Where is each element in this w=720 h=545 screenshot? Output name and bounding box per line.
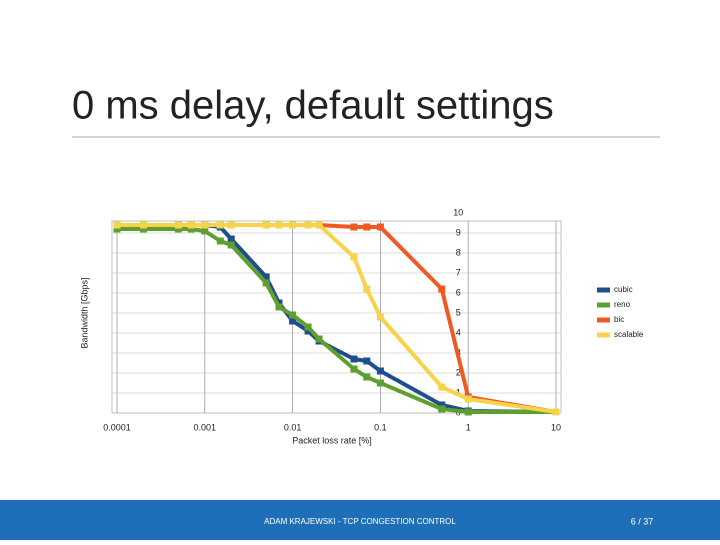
x-tick-label: 1 [466,422,471,432]
marker [552,408,560,416]
legend-label: cubic [614,285,633,294]
marker [363,373,371,381]
marker [304,323,312,331]
y-tick-label: 5 [456,307,461,317]
marker [275,303,283,311]
marker [113,221,121,229]
y-tick-label: 4 [456,327,461,337]
marker [275,221,283,229]
marker [376,379,384,387]
marker [304,327,312,335]
marker [113,225,121,233]
marker [187,221,195,229]
marker [262,221,270,229]
marker [464,408,472,416]
marker [174,225,182,233]
y-tick-label: 7 [456,267,461,277]
y-tick-label: 10 [453,207,463,217]
marker [438,383,446,391]
plot: 0.0001 0.001 0.01 0.1 1 10012345678910cubicre… [103,207,644,432]
marker [216,237,224,245]
page-number: 6 / 37 [631,516,654,526]
plot-area [111,220,562,414]
marker [376,223,384,231]
legend-label: scalable [614,330,644,339]
legend-label: reno [614,300,631,309]
marker [262,279,270,287]
x-tick-label: 0.001 [194,422,217,432]
x-tick-label: 0.0001 [103,422,131,432]
marker [376,313,384,321]
marker [315,335,323,343]
x-tick-label: 10 [551,422,561,432]
marker [304,221,312,229]
x-tick-label: 0.01 [284,422,302,432]
marker [227,235,235,243]
marker [315,221,323,229]
marker [350,253,358,261]
marker [289,317,297,325]
x-axis-label: Packet loss rate [%] [292,435,372,445]
marker [289,221,297,229]
legend-label: bic [614,315,624,324]
marker [350,223,358,231]
marker [350,365,358,373]
y-tick-label: 9 [456,227,461,237]
y-tick-label: 6 [456,287,461,297]
footer-bar [0,500,720,540]
marker [350,355,358,363]
marker [438,285,446,293]
marker [464,395,472,403]
marker [262,273,270,281]
slide-title: 0 ms delay, default settings [72,84,554,128]
marker [376,367,384,375]
marker [363,357,371,365]
y-axis-label: Bandwidth [Gbps] [79,277,89,348]
marker [438,405,446,413]
marker [289,311,297,319]
y-tick-label: 2 [456,367,461,377]
marker [201,221,209,229]
x-tick-label: 0.1 [374,422,387,432]
marker [363,285,371,293]
marker [227,241,235,249]
series-line [117,227,556,414]
marker [139,225,147,233]
footer-text: ADAM KRAJEWSKI - TCP CONGESTION CONTROL [264,517,456,526]
y-tick-label: 8 [456,247,461,257]
marker [363,223,371,231]
marker [227,221,235,229]
marker [201,227,209,235]
marker [187,225,195,233]
marker [438,401,446,409]
marker [174,221,182,229]
marker [216,221,224,229]
marker [139,221,147,229]
